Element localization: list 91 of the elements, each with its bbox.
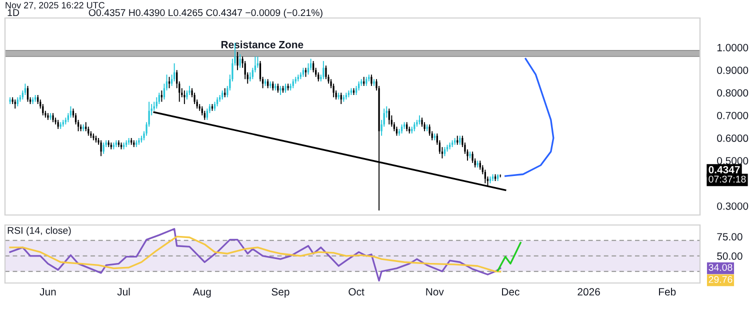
candlestick [414,122,416,132]
candlestick [479,160,481,170]
x-tick-label: Oct [348,288,364,296]
candlestick [332,83,334,98]
line-series [9,228,502,282]
candlestick [418,114,420,125]
candlestick [406,122,408,132]
candlestick [484,169,486,184]
candlestick [57,119,59,130]
x-tick-label: Jul [117,288,130,296]
candlestick [318,72,320,82]
candlestick [26,85,29,102]
x-tick-label: Nov [426,288,444,296]
y-tick-label: 0.5000 [717,157,748,165]
band-label: Resistance Zone [221,40,304,48]
candlestick [400,124,403,134]
candlestick [194,92,196,105]
candlestick [388,108,390,125]
candlestick [52,112,54,123]
candlestick [216,96,218,107]
x-tick-label: Jun [40,288,56,296]
candlestick [428,124,430,136]
candlestick [302,67,304,78]
text: Nov 27, 2025 16:22 UTC [6,2,105,10]
x-tick-label: Aug [192,288,211,298]
candlestick [100,140,102,157]
y-tick-label: 1.0000 [717,44,748,52]
candlestick [396,126,398,136]
candlestick [102,142,104,154]
candlestick [222,90,224,100]
candlestick [322,60,324,80]
candlestick [292,78,294,89]
candlestick [37,94,39,105]
candlestick [158,92,160,105]
chart-title: 1D [8,9,20,16]
candlestick [224,88,226,98]
candlestick [304,67,307,78]
x-tick-label: Dec [502,288,520,296]
candlestick [370,74,372,86]
candlestick [340,92,342,105]
candlestick [310,58,312,71]
candlestick [421,117,423,128]
candlestick [358,80,360,91]
chart-subtitle: O0.4357 H0.4390 L0.4265 C0.4347 −0.0009 (−0.21%) [88,8,322,18]
candlestick [236,51,238,71]
x-tick-label: Sep [272,288,290,298]
candlestick [239,54,241,68]
candlestick [284,83,286,94]
candlestick [88,126,90,136]
x-tick-label: 2026 [578,288,600,296]
text: 0.4347 [708,166,740,174]
candlestick [16,96,18,107]
candlestick [459,135,461,146]
x-tick-label: Feb [659,288,676,296]
line-series [504,58,554,177]
candlestick [280,85,282,96]
candlestick [366,76,368,86]
candlestick [472,151,474,164]
candlestick [186,90,188,100]
candlestick [85,122,87,132]
candlestick [160,90,163,102]
y-tick-label: 0.7000 [717,112,748,120]
line-series [9,236,502,272]
candlestick [214,101,216,112]
y-tick-label: 50.00 [717,252,742,260]
candlestick [188,85,190,96]
candlestick [204,110,206,120]
y-tick-label: 0.3000 [717,202,748,210]
y-tick-label: 75.00 [717,233,742,240]
candlestick [424,122,426,132]
candlestick [355,85,358,96]
candlestick [267,78,269,89]
candlestick [24,83,26,96]
y-tick-label: 0.6000 [717,134,748,142]
text: 07:37:18 [708,176,746,183]
candlestick [272,80,274,91]
text: 29.76 [708,276,732,283]
candlestick [307,62,310,76]
y-tick-label: 0.9000 [717,66,748,74]
candlestick [70,106,72,118]
candlestick [184,90,186,105]
candlestick [500,174,502,178]
candlestick [277,83,279,94]
line-series [496,242,522,272]
candlestick [156,96,158,110]
chart-title: RSI (14, close) [8,226,71,236]
candlestick [201,106,203,116]
candlestick [325,65,327,80]
candlestick [444,146,446,157]
text: 34.08 [708,264,732,271]
y-tick-label: 0.8000 [717,89,748,97]
